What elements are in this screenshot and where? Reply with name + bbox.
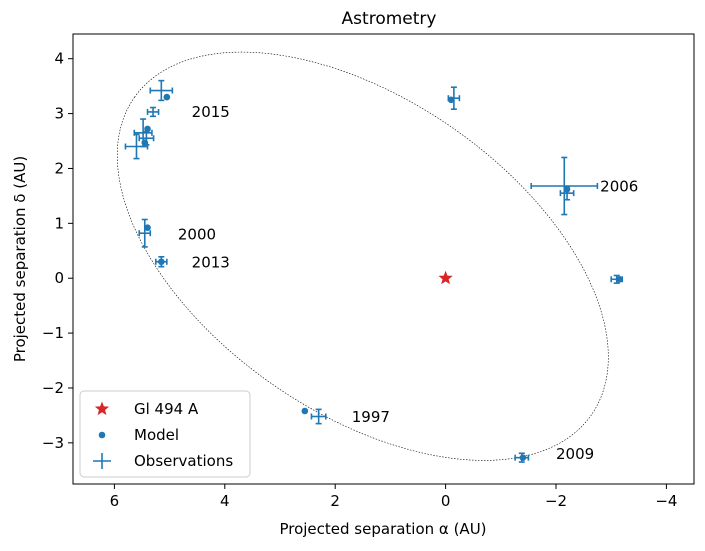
model-point — [616, 276, 623, 283]
y-tick-label: −3 — [42, 434, 64, 452]
year-annotation: 1997 — [352, 408, 390, 426]
legend-plus-icon — [93, 453, 111, 469]
x-tick-label: 4 — [220, 492, 230, 510]
x-axis-label: Projected separation α (AU) — [279, 520, 486, 538]
axis-ticks: 6 4 2 0 −2 −4 4 3 2 1 0 −1 −2 −3 — [42, 50, 678, 510]
year-annotation: 2009 — [556, 445, 594, 463]
legend: Gl 494 A Model Observations — [79, 390, 251, 478]
observation-point — [310, 408, 327, 425]
legend-box — [79, 390, 251, 478]
plot-frame — [72, 33, 695, 485]
y-tick-label: −2 — [42, 379, 64, 397]
y-tick-label: 4 — [54, 50, 64, 68]
legend-label: Model — [134, 426, 179, 444]
x-tick-label: 2 — [330, 492, 340, 510]
y-tick-label: 1 — [54, 214, 64, 232]
y-axis-label: Projected separation δ (AU) — [11, 156, 29, 362]
y-tick-label: −1 — [42, 324, 64, 342]
legend-star-icon — [94, 401, 110, 416]
y-tick-label: 3 — [54, 105, 64, 123]
star-marker — [438, 270, 453, 285]
model-point — [519, 454, 527, 461]
model-point — [144, 224, 151, 232]
observation-point — [146, 106, 160, 118]
x-tick-label: −2 — [545, 492, 567, 510]
legend-label: Gl 494 A — [134, 400, 199, 418]
legend-label: Observations — [134, 452, 233, 470]
observation-point — [138, 218, 152, 248]
year-annotation: 2013 — [192, 253, 230, 271]
orbit-ellipse — [116, 51, 609, 461]
y-tick-label: 0 — [54, 269, 64, 287]
year-annotation: 2000 — [178, 225, 216, 243]
x-tick-label: −4 — [655, 492, 677, 510]
legend-dot-icon — [98, 431, 106, 439]
chart-title: Astrometry — [342, 9, 437, 29]
model-point — [163, 93, 171, 101]
model-point — [301, 407, 309, 415]
year-annotation: 2006 — [600, 178, 638, 196]
model-point — [158, 258, 165, 266]
x-tick-label: 0 — [441, 492, 451, 510]
observation-point — [149, 79, 174, 102]
plot-area: 2015 2006 2000 2013 1997 2009 — [116, 51, 638, 463]
model-point — [141, 139, 149, 146]
observation-point — [124, 133, 149, 160]
model-point — [144, 125, 151, 133]
year-annotation: 2015 — [192, 103, 230, 121]
model-point — [447, 96, 455, 104]
model-point — [563, 186, 571, 193]
x-tick-label: 6 — [110, 492, 120, 510]
y-tick-label: 2 — [54, 159, 64, 177]
